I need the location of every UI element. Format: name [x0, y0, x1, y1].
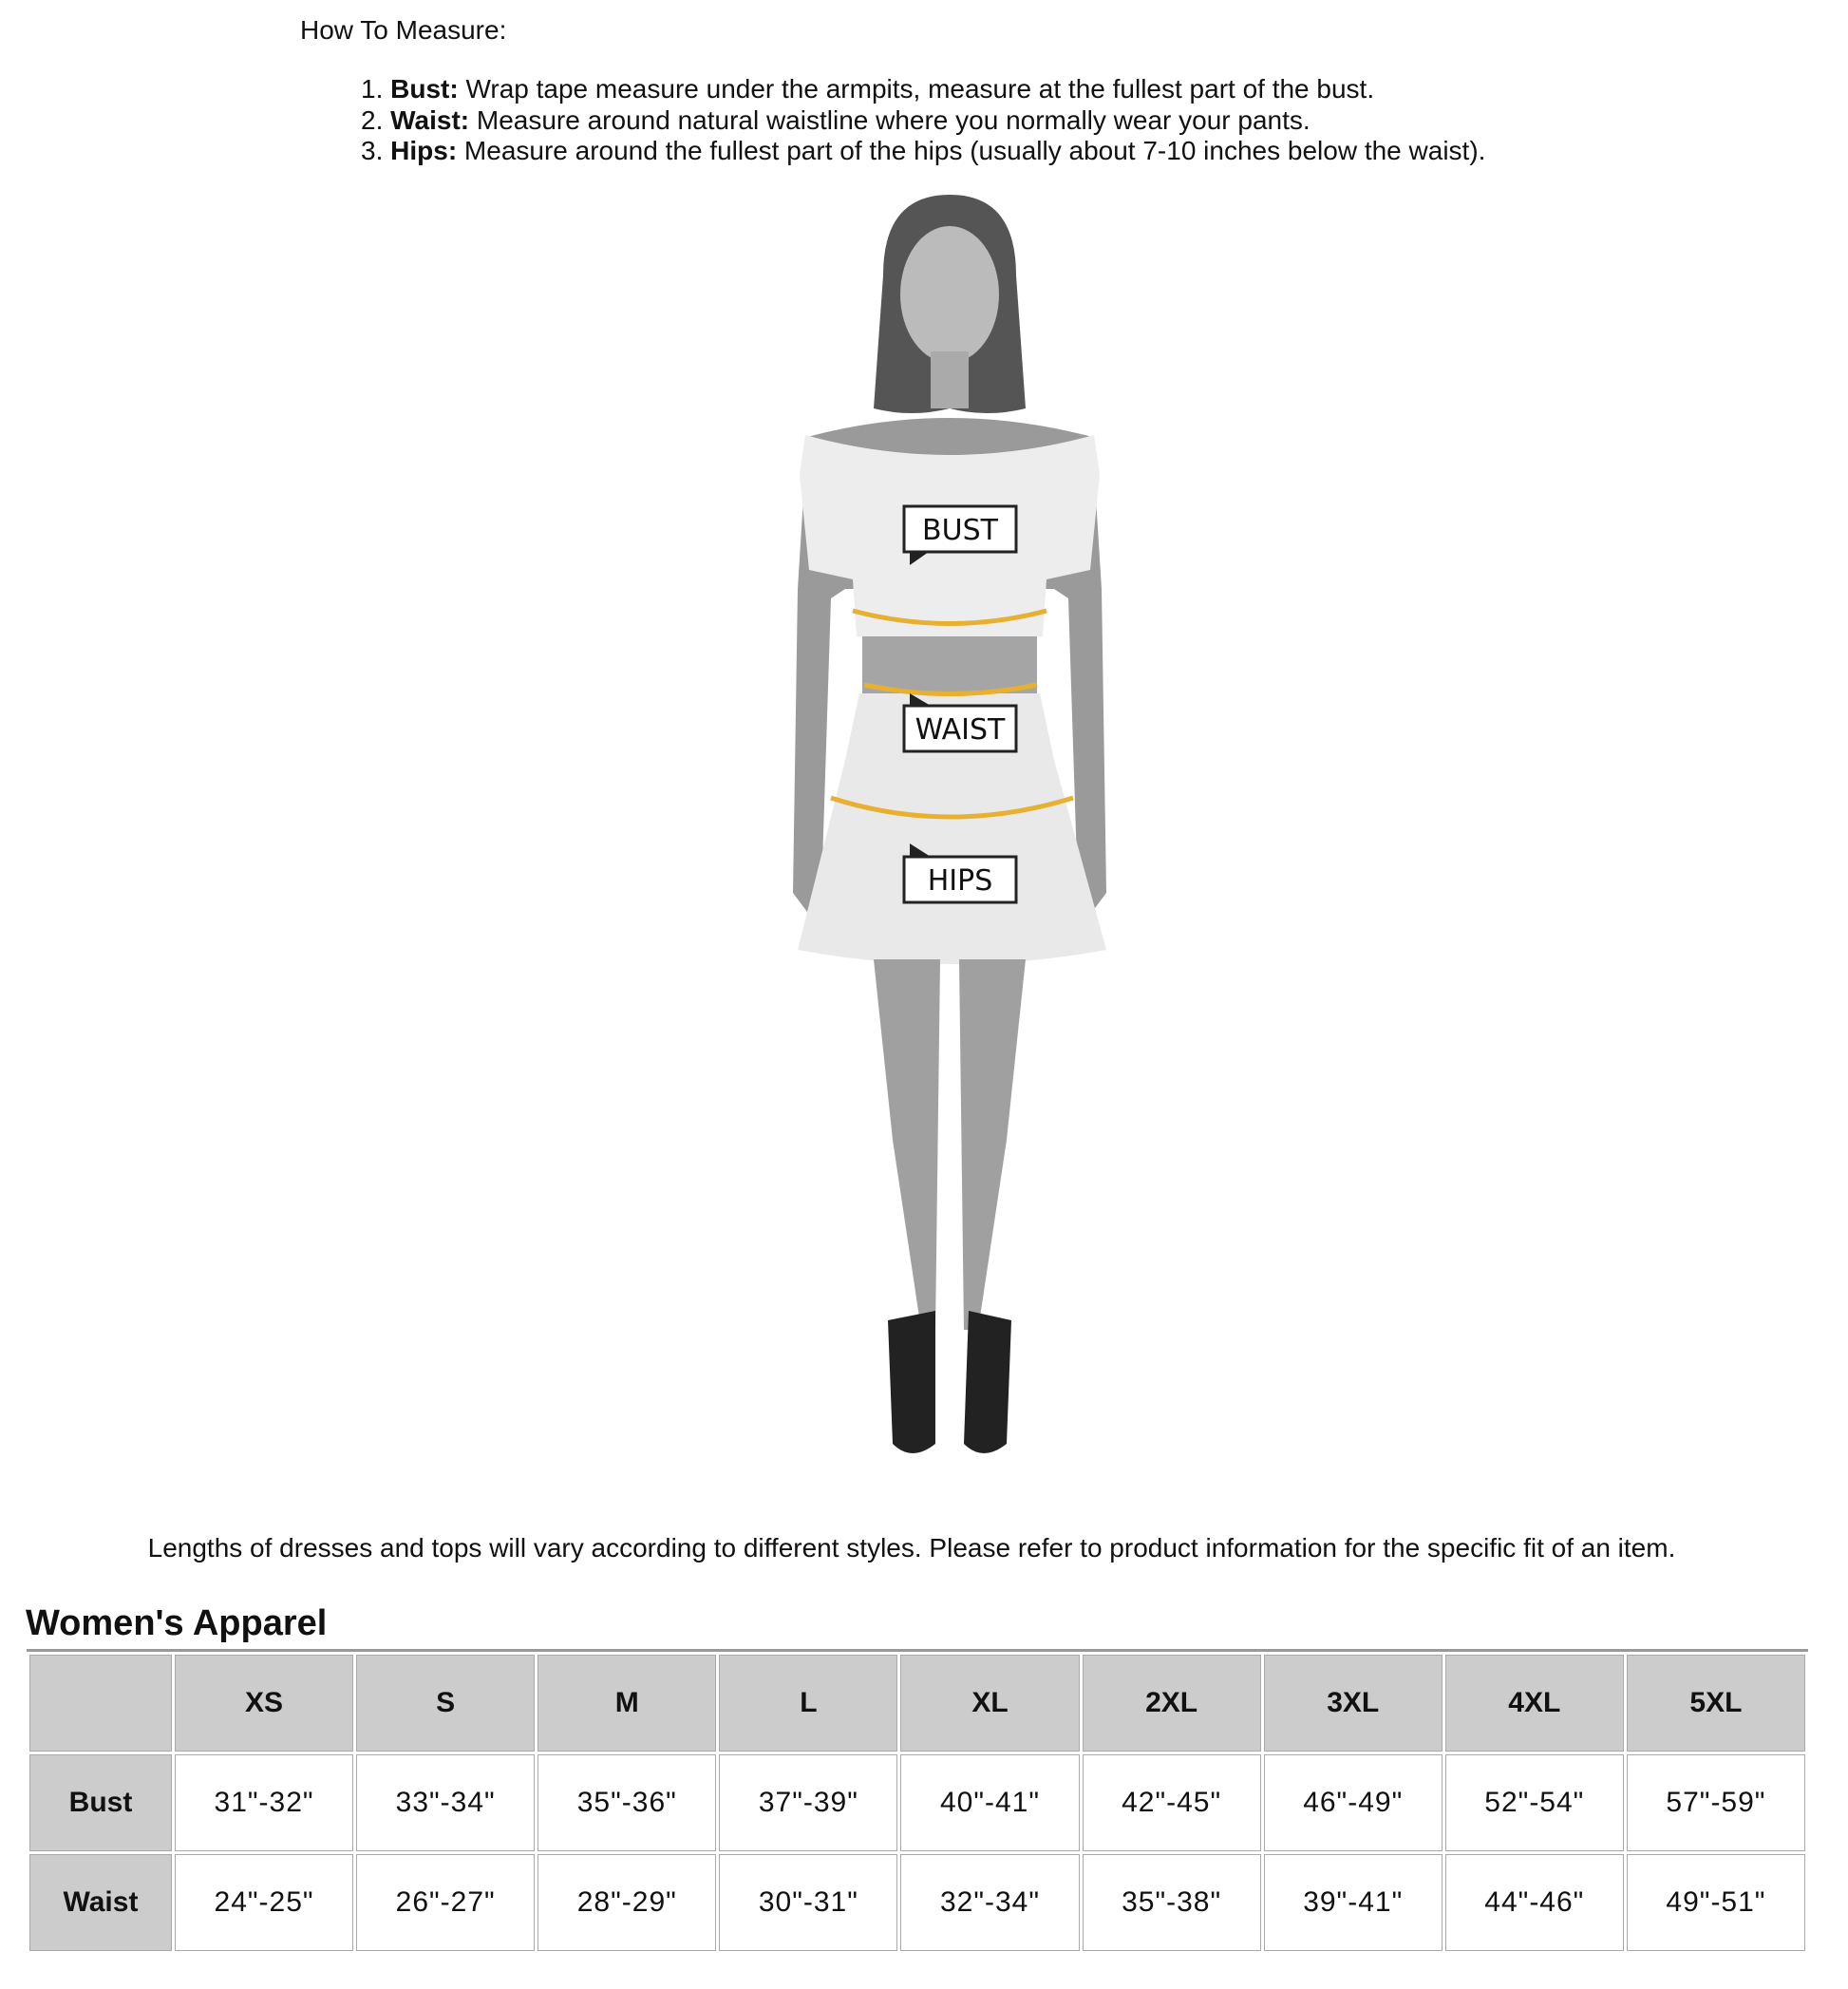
measurement-cell: 39"-41"	[1263, 1854, 1443, 1951]
table-row: Waist 24"-25" 26"-27" 28"-29" 30"-31" 32"-34"…	[29, 1854, 1805, 1951]
measurement-cell: 30"-31"	[719, 1854, 898, 1951]
size-header: XS	[175, 1655, 354, 1752]
model-measurement-figure: BUST WAIST HIPS	[793, 195, 1106, 1453]
measurement-cell: 28"-29"	[537, 1854, 717, 1951]
waist-label: WAIST	[902, 693, 1018, 753]
step-hips: 3. Hips: Measure around the fullest part…	[361, 136, 1486, 165]
measurement-cell: 32"-34"	[900, 1854, 1080, 1951]
hips-tape-line	[830, 795, 1074, 820]
size-chart-table: XS S M L XL 2XL 3XL 4XL 5XL Bust 31"-32" 33"-34" 35…	[27, 1649, 1808, 1954]
bust-label: BUST	[902, 504, 1018, 565]
size-header: 5XL	[1626, 1655, 1805, 1752]
measurement-cell: 44"-46"	[1444, 1854, 1624, 1951]
row-header: Waist	[29, 1854, 172, 1951]
measurement-cell: 24"-25"	[175, 1854, 354, 1951]
measurement-cell: 33"-34"	[356, 1754, 536, 1851]
size-header: XL	[900, 1655, 1080, 1752]
measurement-cell: 42"-45"	[1082, 1754, 1261, 1851]
corner-header	[29, 1655, 172, 1752]
svg-text:BUST: BUST	[922, 514, 999, 547]
measure-steps: 1. Bust: Wrap tape measure under the arm…	[361, 74, 1485, 167]
waist-tape-line	[863, 682, 1038, 696]
step-bust: 1. Bust: Wrap tape measure under the arm…	[361, 74, 1375, 104]
svg-text:WAIST: WAIST	[915, 713, 1006, 747]
step-waist: 2. Waist: Measure around natural waistli…	[361, 104, 1311, 135]
size-header: M	[537, 1655, 717, 1752]
measurement-cell: 35"-36"	[537, 1754, 717, 1851]
measurement-cell: 31"-32"	[175, 1754, 354, 1851]
size-header: 4XL	[1444, 1655, 1624, 1752]
measurement-cell: 49"-51"	[1626, 1854, 1805, 1951]
measurement-cell: 46"-49"	[1263, 1754, 1443, 1851]
measurement-cell: 37"-39"	[719, 1754, 898, 1851]
header-row: XS S M L XL 2XL 3XL 4XL 5XL	[29, 1655, 1805, 1752]
measurement-cell: 40"-41"	[900, 1754, 1080, 1851]
table-row: Bust 31"-32" 33"-34" 35"-36" 37"-39" 40"-41" 4…	[29, 1754, 1805, 1851]
how-to-measure-heading: How To Measure:	[300, 15, 507, 45]
size-header: L	[719, 1655, 898, 1752]
row-header: Bust	[29, 1754, 172, 1851]
size-header: S	[356, 1655, 536, 1752]
svg-text:HIPS: HIPS	[928, 864, 993, 898]
bust-tape-line	[852, 608, 1047, 626]
hips-label: HIPS	[902, 843, 1018, 904]
size-header: 3XL	[1263, 1655, 1443, 1752]
measurement-cell: 52"-54"	[1444, 1754, 1624, 1851]
measurement-cell: 57"-59"	[1626, 1754, 1805, 1851]
length-note: Lengths of dresses and tops will vary ac…	[147, 1533, 1676, 1563]
size-chart-title: Women's Apparel	[26, 1603, 328, 1643]
measurement-cell: 35"-38"	[1082, 1854, 1261, 1951]
size-header: 2XL	[1082, 1655, 1261, 1752]
measurement-cell: 26"-27"	[356, 1854, 536, 1951]
